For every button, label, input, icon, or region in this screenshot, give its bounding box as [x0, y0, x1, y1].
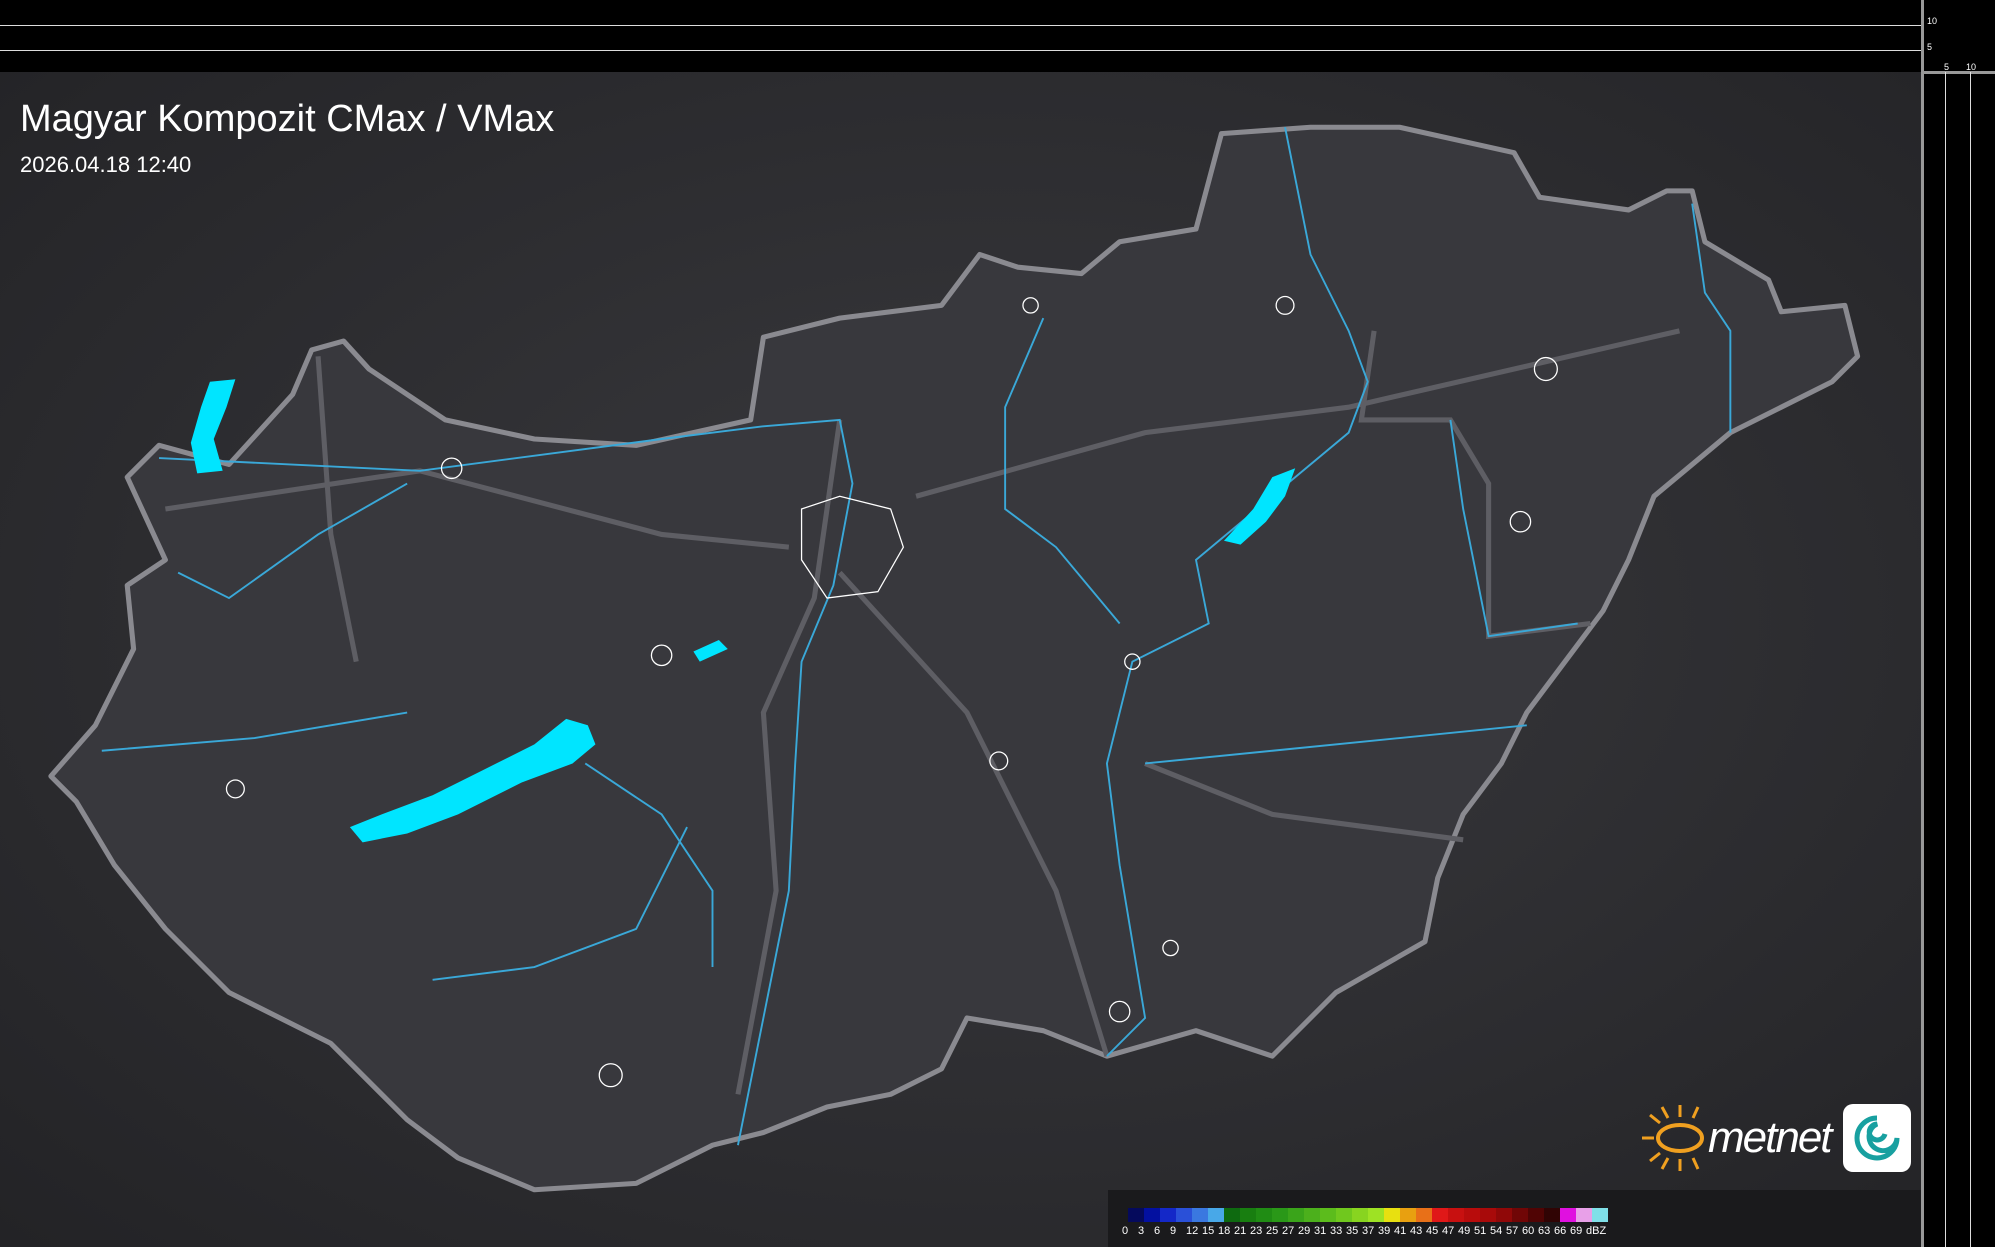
- legend-label: 66: [1554, 1225, 1567, 1237]
- legend-swatch: [1256, 1208, 1272, 1222]
- legend-label: 51: [1474, 1225, 1487, 1237]
- legend-swatch: [1240, 1208, 1256, 1222]
- legend-swatch: [1208, 1208, 1224, 1222]
- legend-label: 18: [1218, 1225, 1231, 1237]
- axis-tick: 5: [1927, 42, 1933, 52]
- legend-swatch: [1480, 1208, 1496, 1222]
- legend-label: 0: [1122, 1225, 1129, 1237]
- legend-swatch: [1576, 1208, 1592, 1222]
- legend-swatch: [1224, 1208, 1240, 1222]
- map-timestamp: 2026.04.18 12:40: [20, 152, 192, 177]
- legend-label: 69: [1570, 1225, 1583, 1237]
- legend-swatch: [1128, 1208, 1144, 1222]
- legend-swatch: [1464, 1208, 1480, 1222]
- legend-label: 27: [1282, 1225, 1295, 1237]
- legend-swatch: [1384, 1208, 1400, 1222]
- lakes: [190, 379, 1296, 843]
- profile-gridline: [1970, 72, 1971, 1247]
- profile-panel-top: [0, 0, 1921, 72]
- legend-swatch: [1448, 1208, 1464, 1222]
- legend-swatch: [1560, 1208, 1576, 1222]
- legend-label: 43: [1410, 1225, 1423, 1237]
- profile-gridline: [0, 50, 1921, 51]
- legend-swatch: [1144, 1208, 1160, 1222]
- profile-divider: [1921, 71, 1995, 74]
- legend-swatch: [1336, 1208, 1352, 1222]
- legend-swatch: [1368, 1208, 1384, 1222]
- legend-label: 57: [1506, 1225, 1519, 1237]
- dbz-legend: 0 3 6 9 12 15 18 21 23 25 27 29 31 33 35 37 39 41 43 45 47 49…: [1108, 1190, 1921, 1247]
- city-outlines: [225, 295, 1558, 1088]
- legend-label: 41: [1394, 1225, 1407, 1237]
- legend-label: 15: [1202, 1225, 1215, 1237]
- legend-label: 31: [1314, 1225, 1327, 1237]
- profile-gridline: [0, 25, 1921, 26]
- legend-swatch: [1288, 1208, 1304, 1222]
- legend-labels: 0 3 6 9 12 15 18 21 23 25 27 29 31 33 35 37 39 41 43 45 47 49…: [1122, 1225, 1607, 1237]
- legend-swatch: [1400, 1208, 1416, 1222]
- legend-label: 35: [1346, 1225, 1359, 1237]
- legend-swatch: [1496, 1208, 1512, 1222]
- rivers: [101, 127, 1732, 1146]
- legend-swatch: [1192, 1208, 1208, 1222]
- profile-gridline: [1945, 72, 1946, 1247]
- legend-swatch: [1528, 1208, 1544, 1222]
- legend-swatch: [1352, 1208, 1368, 1222]
- legend-label: 54: [1490, 1225, 1503, 1237]
- lake-ferto: [190, 379, 236, 474]
- legend-swatch: [1320, 1208, 1336, 1222]
- legend-label: 63: [1538, 1225, 1551, 1237]
- legend-swatch: [1512, 1208, 1528, 1222]
- axis-tick: 10: [1927, 16, 1938, 26]
- lake-tisza: [1223, 468, 1296, 545]
- lake-velence: [693, 640, 728, 662]
- sun-icon: [1642, 1105, 1704, 1171]
- legend-label: 49: [1458, 1225, 1471, 1237]
- legend-label: 60: [1522, 1225, 1535, 1237]
- axis-tick: 10: [1966, 62, 1977, 72]
- legend-swatch: [1544, 1208, 1560, 1222]
- profile-panel-right: 10 5 5 10: [1921, 0, 1995, 1247]
- legend-unit: dBZ: [1586, 1225, 1607, 1237]
- legend-swatch: [1432, 1208, 1448, 1222]
- legend-label: 12: [1186, 1225, 1199, 1237]
- legend-label: 6: [1154, 1225, 1161, 1237]
- axis-tick: 5: [1944, 62, 1950, 72]
- legend-label: 23: [1250, 1225, 1263, 1237]
- metnet-logo: metnet: [1638, 1103, 1911, 1173]
- county-borders: [165, 328, 1681, 1095]
- logo-text: metnet: [1708, 1113, 1833, 1162]
- legend-label: 47: [1442, 1225, 1455, 1237]
- legend-swatch: [1272, 1208, 1288, 1222]
- legend-swatch: [1416, 1208, 1432, 1222]
- legend-label: 37: [1362, 1225, 1375, 1237]
- legend-label: 45: [1426, 1225, 1439, 1237]
- legend-label: 25: [1266, 1225, 1279, 1237]
- legend-swatch: [1160, 1208, 1176, 1222]
- legend-label: 29: [1298, 1225, 1311, 1237]
- legend-label: 21: [1234, 1225, 1247, 1237]
- legend-label: 39: [1378, 1225, 1391, 1237]
- legend-swatches: [1128, 1208, 1608, 1222]
- map-title: Magyar Kompozit CMax / VMax: [20, 98, 555, 140]
- legend-swatch: [1592, 1208, 1608, 1222]
- swirl-icon: [1842, 1104, 1911, 1172]
- lake-balaton: [349, 718, 596, 843]
- legend-label: 33: [1330, 1225, 1343, 1237]
- legend-swatch: [1304, 1208, 1320, 1222]
- legend-swatch: [1176, 1208, 1192, 1222]
- legend-label: 9: [1170, 1225, 1177, 1237]
- legend-label: 3: [1138, 1225, 1145, 1237]
